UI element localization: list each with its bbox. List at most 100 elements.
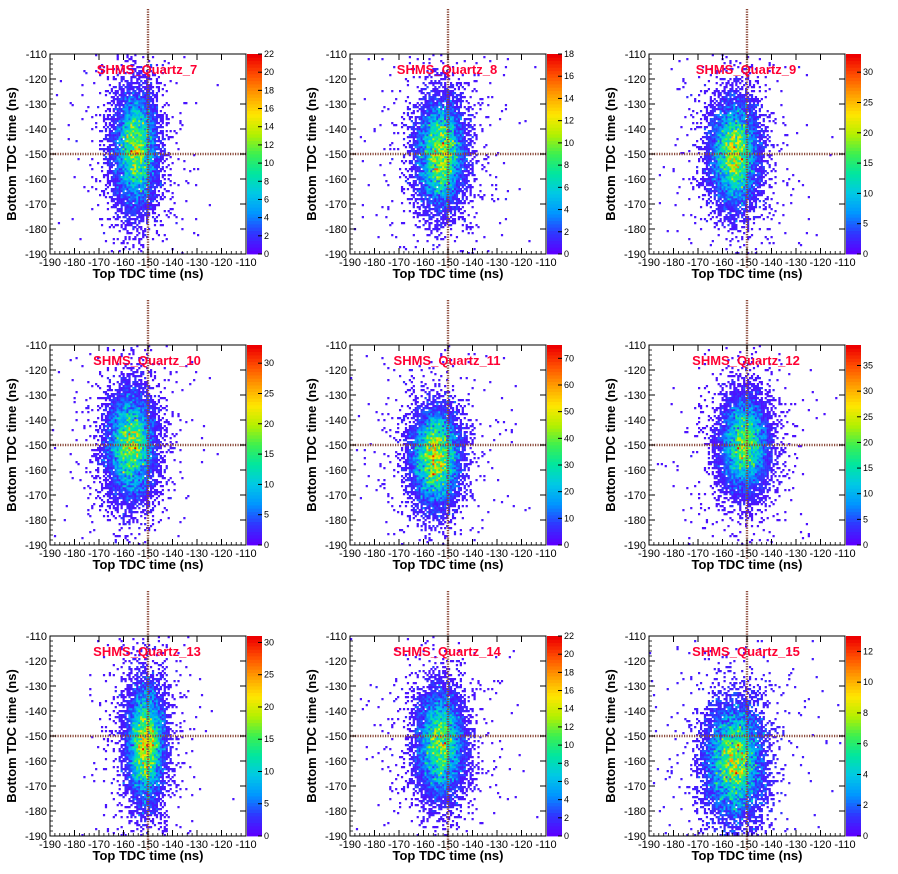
- heatmap-cell: [428, 130, 431, 133]
- heatmap-cell: [418, 108, 421, 111]
- heatmap-cell: [155, 220, 159, 223]
- heatmap-cell: [389, 162, 392, 165]
- heatmap-cell: [438, 122, 441, 125]
- heatmap-cell: [122, 182, 125, 185]
- heatmap-cell: [461, 196, 464, 199]
- heatmap-cell: [430, 160, 433, 163]
- heatmap-cell: [163, 170, 166, 173]
- color-scale-step: [547, 137, 562, 142]
- heatmap-cell: [750, 188, 754, 191]
- heatmap-cell: [138, 144, 141, 147]
- heatmap-cell: [711, 202, 714, 205]
- heatmap-cell: [412, 110, 415, 113]
- heatmap-cell: [440, 104, 443, 107]
- heatmap-cell: [138, 206, 141, 209]
- heatmap-cell: [444, 196, 447, 199]
- heatmap-cell: [737, 208, 740, 211]
- heatmap-cell: [713, 190, 716, 193]
- heatmap-cell: [140, 186, 143, 189]
- heatmap-cell: [95, 54, 98, 57]
- heatmap-cell: [451, 94, 455, 97]
- heatmap-cell: [412, 106, 415, 109]
- heatmap-cell: [128, 94, 131, 97]
- heatmap-cell: [420, 180, 423, 183]
- heatmap-cell: [163, 144, 166, 147]
- heatmap-cell: [758, 228, 761, 231]
- heatmap-cell: [463, 182, 466, 185]
- heatmap-cell: [151, 238, 155, 241]
- heatmap-cell: [406, 150, 410, 153]
- heatmap-cell: [442, 112, 445, 115]
- heatmap-cell: [116, 92, 119, 95]
- heatmap-cell: [140, 110, 143, 113]
- heatmap-cell: [140, 148, 143, 151]
- heatmap-cell: [754, 202, 758, 205]
- heatmap-cell: [719, 204, 722, 207]
- heatmap-cell: [128, 218, 131, 221]
- heatmap-cell: [471, 136, 474, 139]
- heatmap-cell: [455, 142, 459, 145]
- heatmap-cell: [112, 142, 115, 145]
- heatmap-cell: [132, 98, 135, 101]
- heatmap-cell: [118, 186, 121, 189]
- heatmap-cell: [432, 102, 435, 105]
- heatmap-cell: [155, 178, 159, 181]
- heatmap-cell: [448, 152, 451, 155]
- heatmap-cell: [126, 174, 129, 177]
- heatmap-cell: [735, 196, 738, 199]
- heatmap-cell: [743, 218, 746, 221]
- heatmap-cell: [120, 86, 123, 89]
- heatmap-cell: [428, 122, 431, 125]
- heatmap-cell: [383, 148, 386, 151]
- heatmap-cell: [140, 138, 143, 141]
- heatmap-cell: [723, 192, 726, 195]
- heatmap-cell: [148, 120, 151, 123]
- heatmap-cell: [138, 160, 141, 163]
- heatmap-cell: [743, 220, 746, 223]
- heatmap-cell: [130, 142, 133, 145]
- heatmap-cell: [153, 170, 157, 173]
- heatmap-cell: [126, 98, 129, 101]
- heatmap-cell: [719, 188, 722, 191]
- heatmap-cell: [481, 196, 484, 199]
- heatmap-cell: [436, 152, 439, 155]
- heatmap-cell: [159, 186, 162, 189]
- heatmap-cell: [727, 220, 730, 223]
- color-scale-step: [547, 180, 562, 185]
- heatmap-cell: [118, 184, 121, 187]
- heatmap-cell: [138, 104, 141, 107]
- heatmap-cell: [471, 172, 474, 175]
- heatmap-cell: [126, 102, 129, 105]
- heatmap-cell: [106, 208, 110, 211]
- heatmap-cell: [138, 88, 141, 91]
- heatmap-cell: [463, 176, 466, 179]
- heatmap-cell: [457, 130, 461, 133]
- heatmap-cell: [108, 180, 112, 183]
- heatmap-cell: [161, 174, 164, 177]
- heatmap-cell: [138, 118, 141, 121]
- heatmap-cell: [733, 192, 736, 195]
- heatmap-cell: [453, 138, 457, 141]
- heatmap-cell: [420, 160, 423, 163]
- heatmap-cell: [731, 224, 734, 227]
- heatmap-cell: [471, 166, 474, 169]
- heatmap-cell: [440, 144, 443, 147]
- heatmap-cell: [457, 120, 461, 123]
- heatmap-cell: [475, 138, 478, 141]
- color-scale-step: [247, 144, 262, 148]
- heatmap-cell: [120, 180, 123, 183]
- heatmap-cell: [463, 188, 466, 191]
- heatmap-cell: [110, 120, 113, 123]
- heatmap-cell: [461, 172, 464, 175]
- heatmap-cell: [453, 96, 457, 99]
- heatmap-cell: [159, 110, 162, 113]
- heatmap-cell: [792, 188, 795, 191]
- heatmap-cell: [126, 84, 129, 87]
- heatmap-cell: [142, 106, 145, 109]
- heatmap-cell: [418, 166, 421, 169]
- heatmap-cell: [138, 186, 141, 189]
- heatmap-cell: [132, 178, 135, 181]
- heatmap-cell: [136, 182, 139, 185]
- heatmap-cell: [140, 174, 143, 177]
- heatmap-cell: [518, 122, 521, 125]
